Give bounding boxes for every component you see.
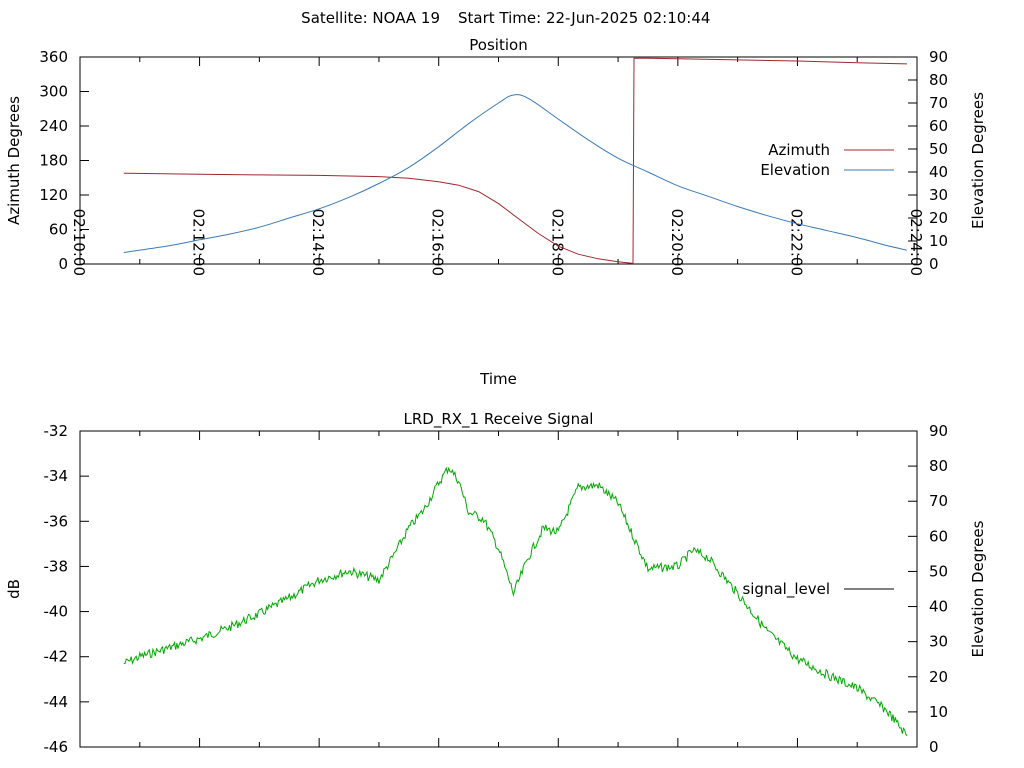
position-y-tick-label: 240 (39, 117, 68, 135)
position-x-tick-label: 02:16:00 (429, 209, 447, 276)
position-title: Position (469, 36, 527, 54)
position-y2-tick-label: 0 (929, 255, 939, 273)
position-y2-tick-label: 20 (929, 209, 948, 227)
position-y2-tick-label: 50 (929, 140, 948, 158)
signal-y2-tick-label: 40 (929, 598, 948, 616)
position-y-tick-label: 0 (58, 255, 68, 273)
position-chart: 0 60 120 180 240 300 360 0 10 20 30 40 50 60 70 80 90 02:… (5, 36, 987, 388)
signal-y-tick-label: -46 (44, 738, 69, 756)
signal-y2-tick-label: 60 (929, 527, 948, 545)
signal-title: LRD_RX_1 Receive Signal (404, 410, 594, 429)
signal-y2-tick-label: 30 (929, 633, 948, 651)
signal-y2-tick-label: 70 (929, 492, 948, 510)
signal-y-tick-label: -40 (44, 603, 69, 621)
signal-y2-tick-label: 0 (929, 738, 939, 756)
position-x-tick-label: 02:20:00 (668, 209, 686, 276)
position-y2-tick-label: 30 (929, 186, 948, 204)
signal-y2-tick-label: 20 (929, 668, 948, 686)
signal-y-tick-label: -32 (44, 422, 69, 440)
signal-legend-label-signal-level: signal_level (742, 580, 830, 599)
position-x-label: Time (479, 370, 517, 388)
position-y2-tick-label: 40 (929, 163, 948, 181)
position-y-tick-label: 180 (39, 152, 68, 170)
header-satellite: Satellite: NOAA 19 (301, 9, 440, 27)
position-y2-tick-label: 80 (929, 71, 948, 89)
position-x-tick-label: 02:18:00 (548, 209, 566, 276)
signal-y-tick-label: -36 (44, 512, 69, 530)
position-y2-tick-label: 90 (929, 48, 948, 66)
position-y-label: Azimuth Degrees (5, 96, 23, 225)
position-series-elevation-line (123, 94, 908, 253)
signal-y-tick-label: -34 (44, 467, 69, 485)
header-start-time: Start Time: 22-Jun-2025 02:10:44 (458, 9, 710, 27)
signal-y2-tick-label: 50 (929, 562, 948, 580)
signal-y-tick-label: -44 (44, 693, 69, 711)
position-series-azimuth-line (123, 57, 908, 264)
position-x-tick-label: 02:10:00 (70, 209, 88, 276)
position-x-tick-label: 02:14:00 (309, 209, 327, 276)
position-x-tick-label: 02:24:00 (907, 209, 925, 276)
signal-series-signal-level-line (123, 466, 908, 737)
signal-y-tick-label: -38 (44, 557, 69, 575)
position-y2-tick-label: 70 (929, 94, 948, 112)
signal-y2-tick-label: 90 (929, 422, 948, 440)
signal-chart: -32 -34 -36 -38 -40 -42 -44 -46 0 10 20 30 40 50 60 70 8… (5, 410, 987, 756)
signal-y-tick-label: -42 (44, 648, 69, 666)
position-y2-tick-label: 10 (929, 232, 948, 250)
position-legend-label-azimuth: Azimuth (768, 141, 830, 159)
position-y-tick-label: 300 (39, 83, 68, 101)
signal-y-label: dB (5, 579, 23, 599)
position-y-tick-label: 60 (49, 221, 68, 239)
position-x-tick-label: 02:22:00 (787, 209, 805, 276)
position-y2-label: Elevation Degrees (969, 92, 987, 229)
position-x-tick-label: 02:12:00 (190, 209, 208, 276)
position-y-tick-label: 360 (39, 48, 68, 66)
signal-y2-label: Elevation Degrees (969, 520, 987, 657)
signal-y2-tick-label: 10 (929, 703, 948, 721)
position-y-tick-label: 120 (39, 186, 68, 204)
position-legend-label-elevation: Elevation (760, 161, 830, 179)
position-y2-tick-label: 60 (929, 117, 948, 135)
signal-y2-tick-label: 80 (929, 457, 948, 475)
